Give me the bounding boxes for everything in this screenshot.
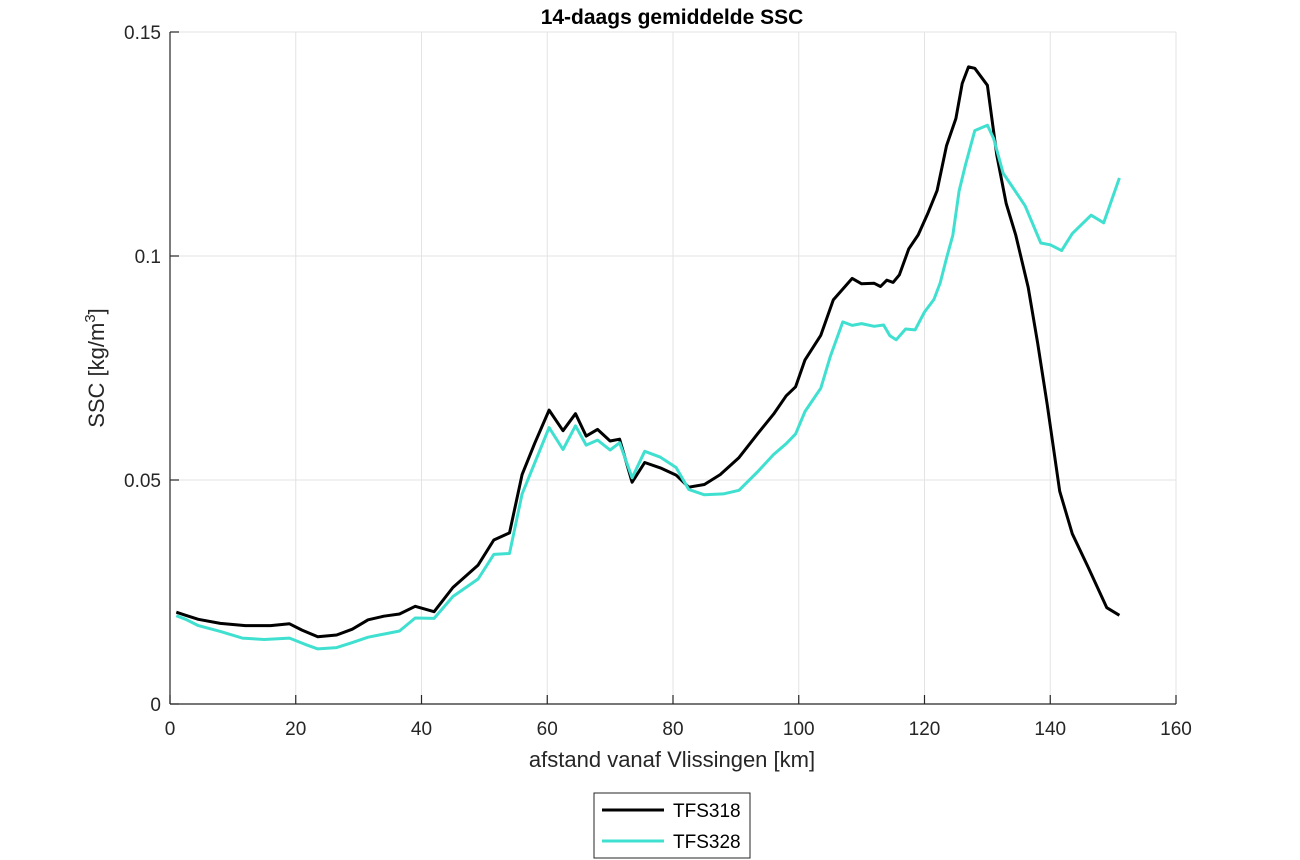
x-tick-label: 60 [537,719,558,740]
series-group [175,65,1121,651]
y-axis-label-main: SSC [kg/m [84,323,109,428]
y-tick-label: 0.15 [124,23,161,44]
legend: TFS318 TFS328 [593,792,751,859]
x-tick-label: 20 [285,719,306,740]
legend-label-tfs318: TFS318 [673,801,741,822]
chart-title: 14-daags gemiddelde SSC [541,6,804,29]
x-tick-label: 120 [909,719,941,740]
x-tick-labels: 0 20 40 60 80 100 120 140 160 [165,719,1192,740]
y-tick-label: 0.1 [135,247,161,268]
x-tick-label: 140 [1034,719,1066,740]
legend-box [593,792,751,859]
y-axis-label: SSC [kg/m3] [82,308,109,428]
series-line-tfs318 [175,65,1121,639]
legend-label-tfs328: TFS328 [673,832,741,853]
x-tick-label: 40 [411,719,432,740]
y-axis-label-superscript: 3 [82,314,99,322]
x-tick-label: 100 [783,719,815,740]
axes [169,31,1177,705]
grid [169,31,1177,705]
x-axis-label: afstand vanaf Vlissingen [km] [529,747,815,772]
x-tick-label: 80 [662,719,683,740]
y-tick-label: 0 [150,695,161,716]
y-axis-label-suffix: ] [84,308,109,314]
series-line-tfs328 [175,123,1121,651]
y-tick-label: 0.05 [124,471,161,492]
x-tick-label: 160 [1160,719,1192,740]
x-tick-label: 0 [165,719,176,740]
y-tick-labels: 0 0.05 0.1 0.15 [124,23,161,716]
